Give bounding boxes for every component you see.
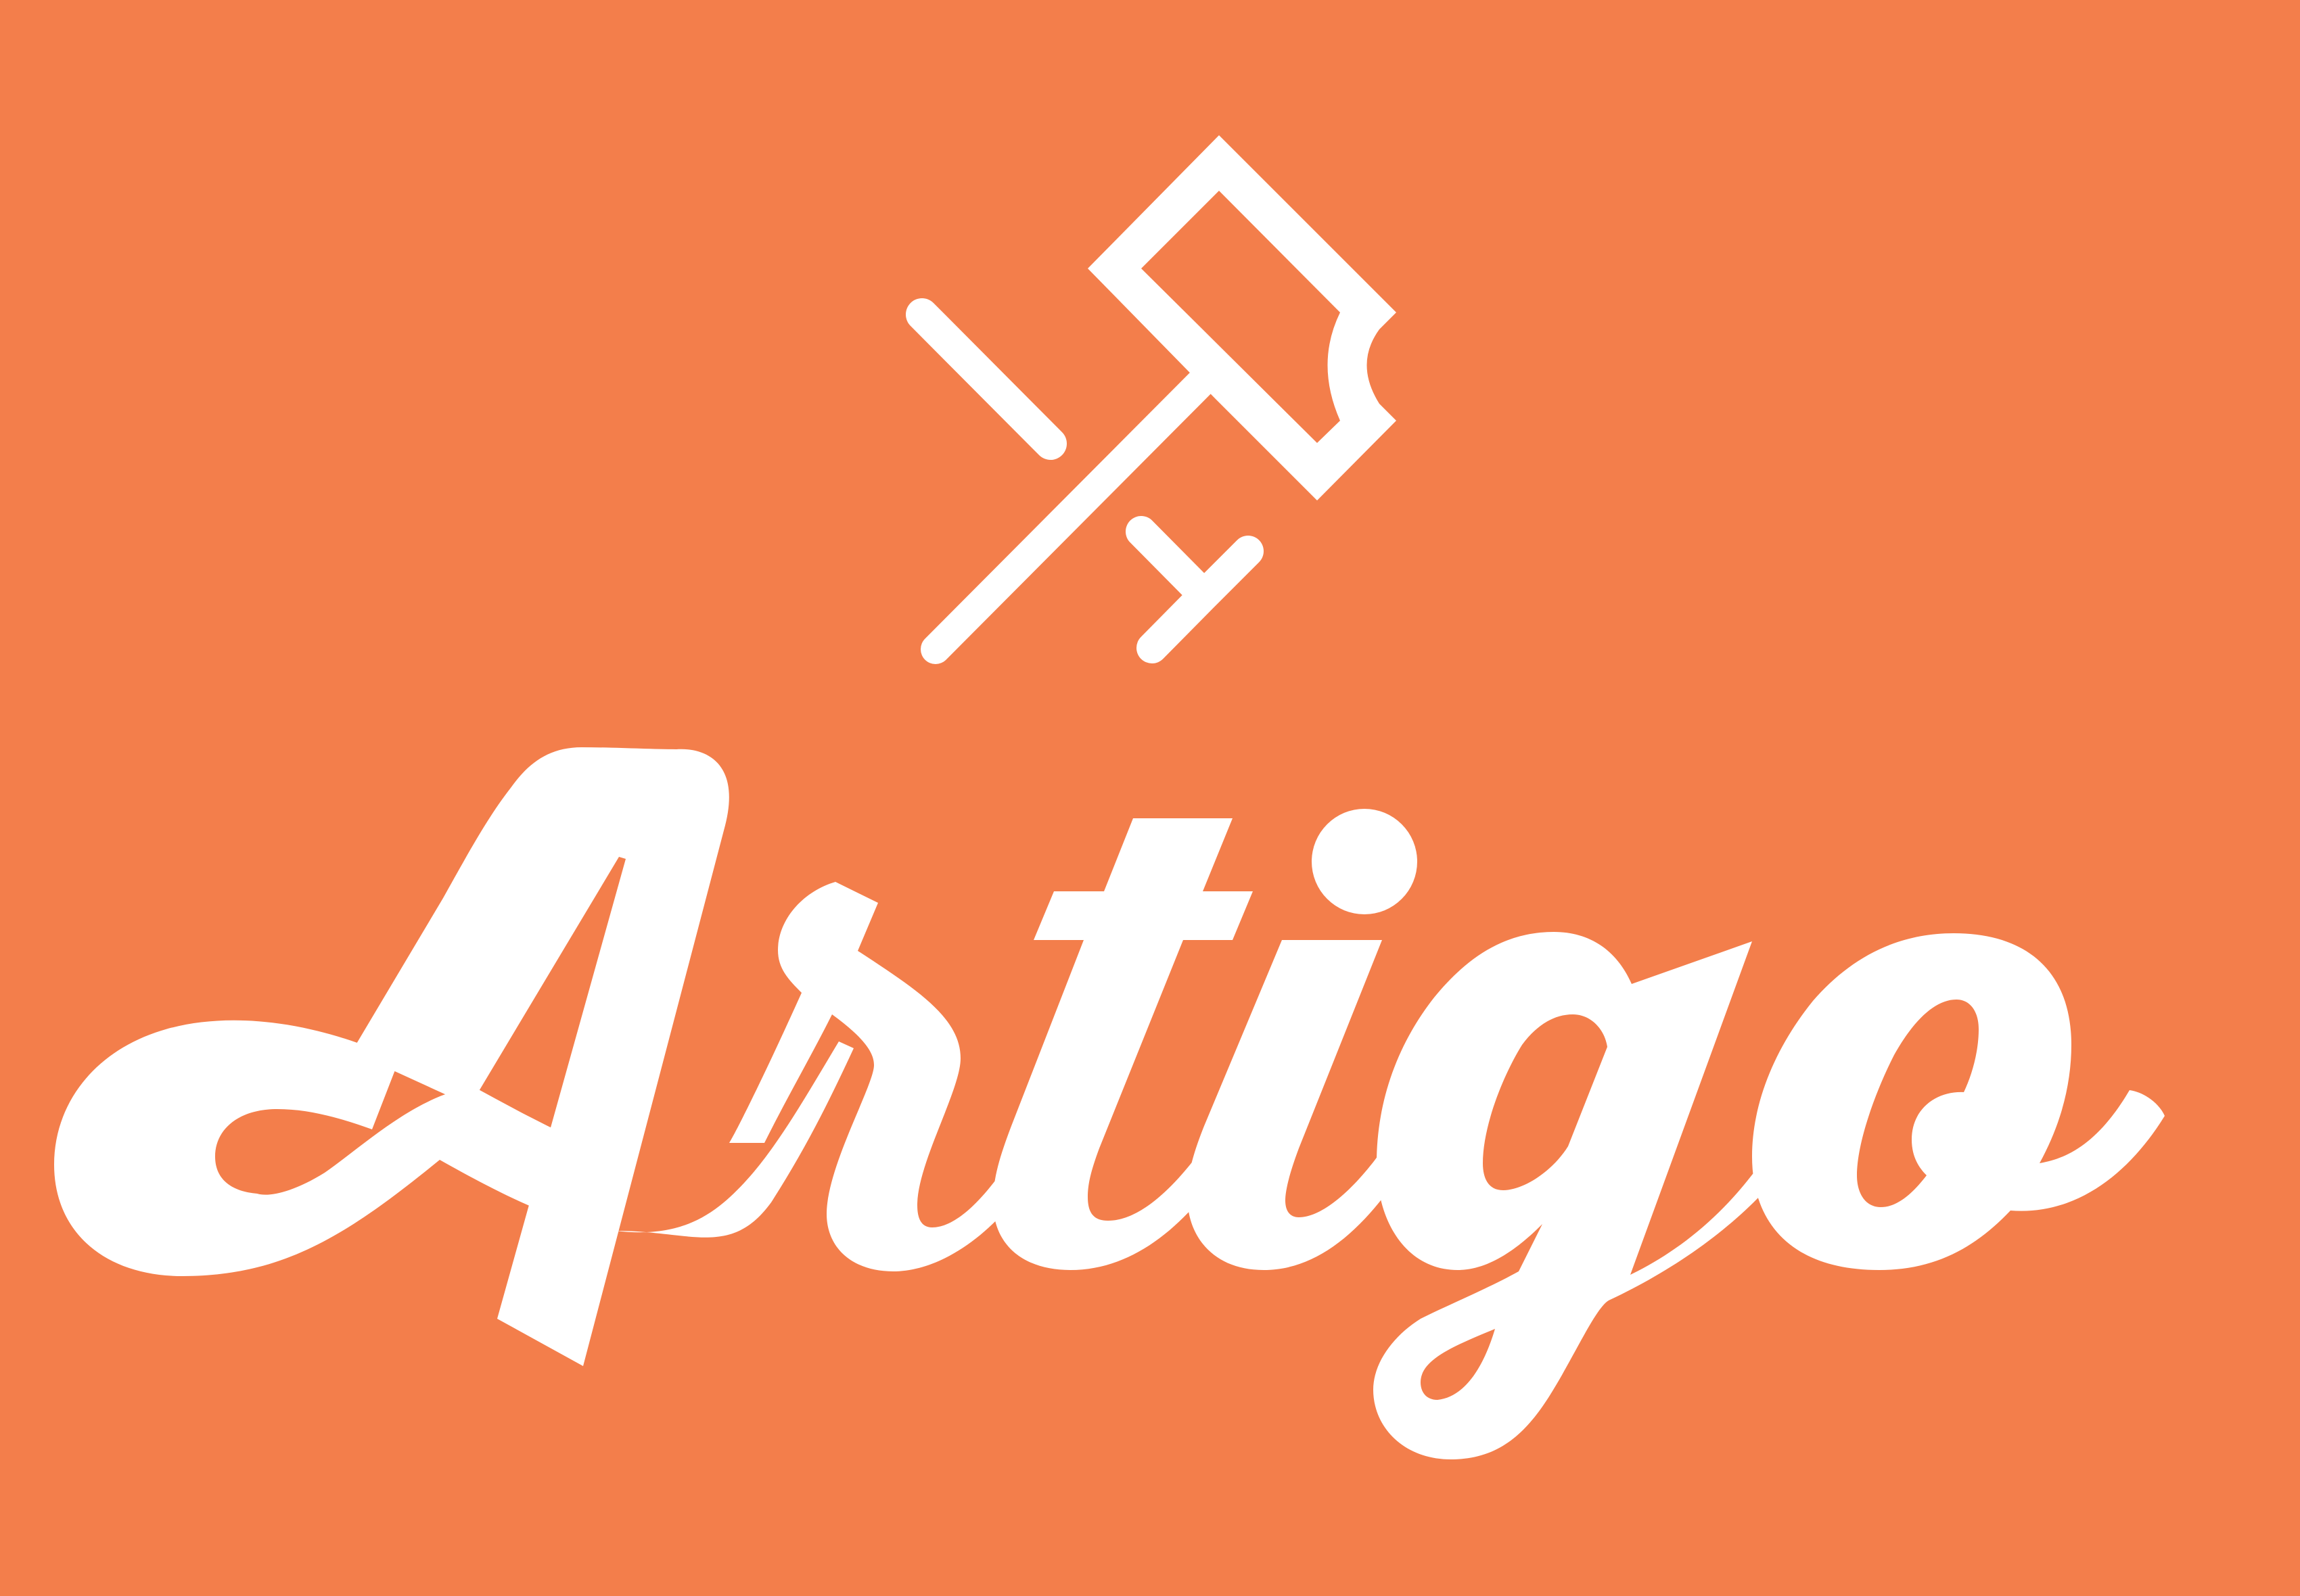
letter-i-dot bbox=[1312, 809, 1417, 914]
letter-a-crossbar bbox=[616, 1041, 854, 1238]
roller-handle bbox=[921, 364, 1220, 664]
letter-a-main bbox=[352, 747, 729, 1366]
spark-icon bbox=[1126, 516, 1264, 663]
letter-a-swash bbox=[54, 1020, 609, 1276]
letter-r bbox=[729, 882, 1045, 1271]
letter-i-stem bbox=[1187, 940, 1431, 1270]
letter-g bbox=[1373, 932, 1798, 1459]
roller-head bbox=[1088, 135, 1396, 500]
letter-t bbox=[993, 818, 1257, 1270]
motion-streak-icon bbox=[906, 298, 1067, 460]
letter-o bbox=[1752, 933, 2165, 1270]
